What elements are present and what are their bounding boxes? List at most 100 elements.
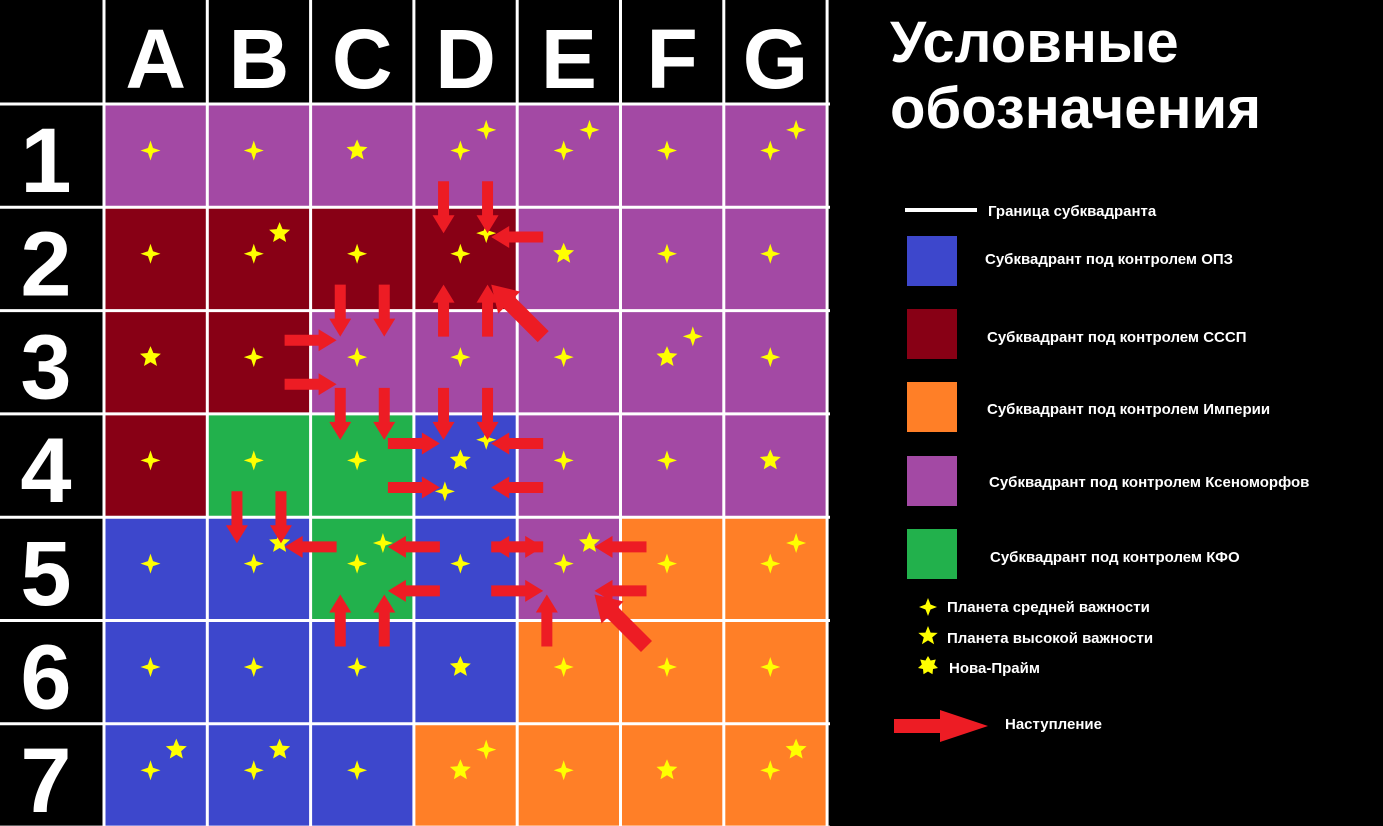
medium-planet-icon	[450, 553, 471, 574]
subquadrant-A2	[104, 207, 208, 311]
high-planet-icon	[269, 738, 291, 759]
offensive-arrow	[491, 535, 544, 558]
subquadrant-G3	[723, 310, 828, 414]
offensive-arrow	[284, 329, 337, 352]
medium-planet-icon	[347, 553, 368, 574]
column-label-D: D	[435, 12, 496, 106]
subquadrant-D3	[413, 310, 518, 414]
subquadrant-B3	[207, 310, 311, 414]
subquadrant-E1	[517, 104, 621, 208]
medium-planet-icon	[140, 760, 161, 781]
subquadrant-F5	[620, 517, 724, 621]
medium-planet-icon	[347, 450, 368, 471]
subquadrant-G7	[723, 723, 828, 826]
high-planet-icon	[269, 222, 291, 242]
medium-planet-icon	[682, 326, 703, 347]
offensive-arrow	[387, 476, 440, 499]
offensive-arrow	[329, 284, 352, 337]
medium-planet-icon	[243, 760, 264, 781]
offensive-arrow	[491, 284, 549, 343]
legend-swatch-empire	[907, 382, 957, 432]
row-label-2: 2	[20, 213, 71, 315]
offensive-arrow	[491, 432, 544, 455]
medium-planet-icon	[760, 347, 781, 368]
medium-planet-icon	[347, 760, 368, 781]
legend-sssp-label: Субквадрант под контролем СССП	[987, 329, 1247, 346]
medium-planet-icon	[579, 119, 600, 140]
legend-swatch-sssp	[907, 309, 957, 359]
high-planet-icon	[656, 346, 678, 366]
medium-planet-icon	[553, 760, 574, 781]
medium-planet-icon	[243, 140, 264, 161]
subquadrant-A4	[104, 413, 208, 518]
row-label-3: 3	[20, 317, 71, 419]
subquadrant-E7	[517, 723, 621, 826]
medium-planet-icon	[347, 656, 368, 677]
subquadrant-C5	[310, 517, 414, 621]
offensive-arrow	[373, 594, 396, 647]
medium-planet-icon	[140, 656, 161, 677]
medium-planet-icon	[760, 243, 781, 264]
medium-planet-icon	[450, 347, 471, 368]
medium-planet-icon	[243, 553, 264, 574]
subquadrant-B2	[207, 207, 311, 311]
row-label-1: 1	[20, 110, 71, 212]
legend-empire-label: Субквадрант под контролем Империи	[987, 401, 1271, 418]
subquadrant-F4	[620, 413, 724, 518]
medium-planet-icon	[760, 656, 781, 677]
medium-planet-icon	[760, 553, 781, 574]
high-planet-icon	[918, 626, 938, 645]
offensive-arrow	[269, 491, 292, 544]
medium-planet-icon	[919, 598, 937, 616]
offensive-arrow	[387, 579, 440, 602]
high-planet-icon	[656, 759, 678, 780]
subquadrant-G5	[723, 517, 828, 621]
legend-high-label: Планета высокой важности	[947, 630, 1154, 647]
offensive-arrow	[476, 181, 499, 234]
offensive-arrow	[284, 373, 337, 396]
capital-planet-icon	[918, 656, 938, 675]
subquadrant-G1	[723, 104, 828, 208]
subquadrant-B4	[207, 413, 311, 518]
legend-medium-label: Планета средней важности	[947, 599, 1150, 616]
medium-planet-icon	[372, 533, 393, 554]
medium-planet-icon	[140, 553, 161, 574]
subquadrant-G2	[723, 207, 828, 311]
medium-planet-icon	[450, 243, 471, 264]
offensive-arrow	[432, 284, 455, 337]
medium-planet-icon	[347, 347, 368, 368]
row-label-4: 4	[20, 420, 71, 522]
legend-swatch-opz	[907, 236, 957, 286]
legend-border-label: Граница субквадранта	[988, 203, 1157, 220]
offensive-arrow	[491, 476, 544, 499]
legend-title: Условные обозначения	[890, 10, 1370, 142]
medium-planet-icon	[786, 533, 807, 554]
medium-planet-icon	[140, 140, 161, 161]
subquadrant-C4	[310, 413, 414, 518]
medium-planet-icon	[243, 243, 264, 264]
offensive-arrow	[491, 579, 544, 602]
high-planet-icon	[346, 139, 368, 160]
offensive-arrow	[476, 284, 499, 337]
offensive-arrow	[594, 594, 652, 652]
legend-swatch-kfo	[907, 529, 957, 579]
medium-planet-icon	[140, 450, 161, 471]
medium-planet-icon	[656, 140, 677, 161]
medium-planet-icon	[553, 553, 574, 574]
medium-planet-icon	[760, 140, 781, 161]
legend-planet-icons	[918, 598, 938, 675]
legend-xeno-label: Субквадрант под контролем Ксеноморфов	[989, 474, 1310, 491]
column-label-G: G	[743, 12, 808, 106]
legend-kfo-label: Субквадрант под контролем КФО	[990, 549, 1240, 566]
subquadrant-B1	[207, 104, 311, 208]
offensive-arrow	[329, 594, 352, 647]
subquadrant-F1	[620, 104, 724, 208]
offensive-arrow	[387, 535, 440, 558]
column-label-F: F	[646, 12, 697, 106]
subquadrant-D1	[413, 104, 518, 208]
medium-planet-icon	[476, 429, 497, 450]
legend-offensive-label: Наступление	[1005, 716, 1102, 733]
medium-planet-icon	[476, 119, 497, 140]
row-label-5: 5	[20, 523, 71, 625]
